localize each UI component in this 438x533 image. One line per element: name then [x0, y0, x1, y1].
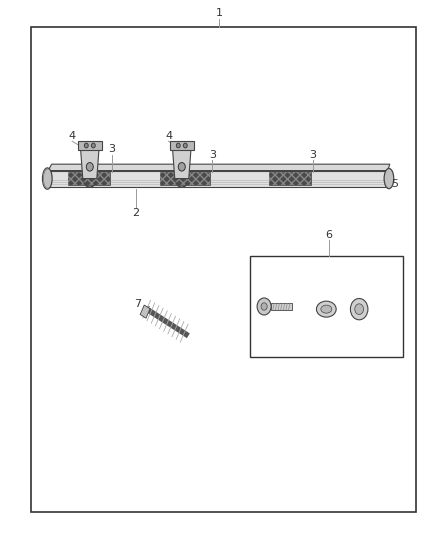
Circle shape — [84, 143, 88, 148]
Bar — [250, 256, 403, 357]
Bar — [269, 172, 311, 185]
Polygon shape — [48, 164, 390, 171]
Circle shape — [355, 304, 364, 314]
Bar — [160, 172, 210, 185]
Bar — [31, 27, 416, 512]
Text: 6: 6 — [325, 230, 332, 239]
Bar — [170, 141, 194, 150]
Text: 4: 4 — [165, 131, 172, 141]
Bar — [68, 172, 110, 185]
Text: 1: 1 — [215, 9, 223, 18]
Circle shape — [178, 163, 185, 171]
Ellipse shape — [316, 301, 336, 317]
Ellipse shape — [384, 168, 394, 189]
Bar — [140, 305, 150, 318]
Circle shape — [91, 143, 95, 148]
Bar — [269, 172, 311, 185]
Bar — [160, 172, 210, 185]
Polygon shape — [173, 149, 191, 179]
Polygon shape — [81, 149, 99, 179]
Bar — [48, 171, 388, 187]
Circle shape — [183, 143, 187, 148]
Circle shape — [261, 303, 267, 310]
Circle shape — [86, 163, 93, 171]
Circle shape — [257, 298, 271, 315]
Text: 7: 7 — [134, 299, 141, 309]
Bar — [271, 303, 292, 310]
Ellipse shape — [321, 305, 332, 313]
Ellipse shape — [42, 168, 52, 189]
Text: 5: 5 — [391, 179, 398, 189]
Text: 3: 3 — [108, 144, 115, 154]
Text: 3: 3 — [209, 150, 216, 159]
Circle shape — [176, 143, 180, 148]
Bar — [68, 172, 110, 185]
Bar — [78, 141, 102, 150]
Text: 4: 4 — [69, 131, 76, 141]
Text: 2: 2 — [132, 208, 139, 218]
Text: 3: 3 — [310, 150, 317, 159]
Circle shape — [350, 298, 368, 320]
